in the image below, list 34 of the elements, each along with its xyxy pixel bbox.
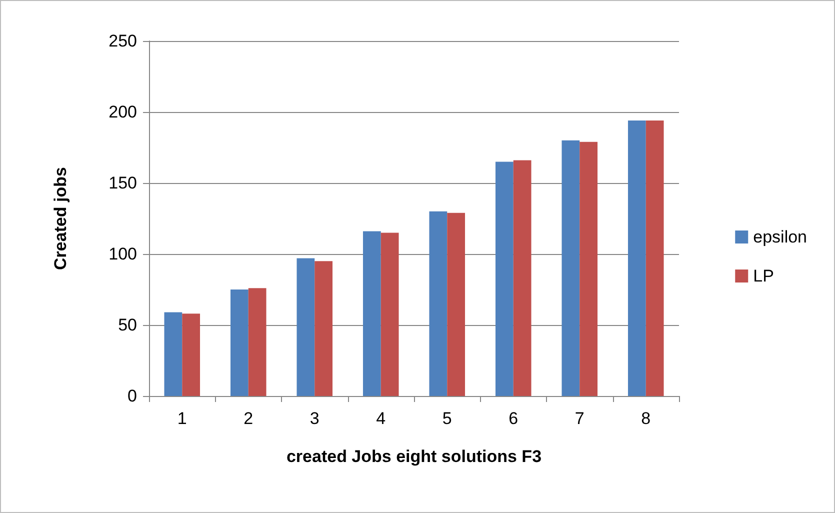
bar: [380, 232, 399, 396]
bar: [314, 261, 333, 396]
legend-label: LP: [753, 266, 774, 286]
x-tick-label: 4: [376, 409, 386, 428]
y-tick-label: 250: [108, 32, 137, 50]
legend-label: epsilon: [753, 228, 808, 246]
bar: [447, 212, 466, 396]
y-tick-label: 200: [108, 102, 137, 122]
x-axis-title: created Jobs eight solutions F3: [286, 447, 542, 466]
bar: [230, 290, 248, 396]
x-tick-label: 5: [442, 409, 452, 428]
x-tick-label: 8: [641, 409, 651, 428]
x-tick-label: 1: [177, 409, 187, 428]
y-tick-label: 100: [108, 244, 137, 264]
y-tick-label: 150: [108, 174, 137, 192]
x-tick-label: 6: [508, 409, 518, 428]
y-tick-label: 50: [118, 316, 137, 334]
bar: [646, 120, 664, 396]
bar: [562, 140, 580, 396]
bar: [429, 211, 448, 396]
bar: [182, 314, 200, 396]
bar: [513, 160, 532, 396]
y-tick-label: 0: [128, 386, 137, 406]
bar: [164, 312, 182, 396]
bar: [628, 120, 646, 396]
x-tick-label: 3: [310, 409, 320, 428]
bar: [362, 231, 381, 396]
bar: [248, 288, 266, 396]
bar: [495, 162, 514, 396]
x-tick-label: 7: [574, 409, 584, 428]
bar: [580, 142, 598, 396]
y-axis-title: Created jobs: [51, 167, 70, 270]
x-tick-label: 2: [244, 409, 254, 428]
bar: [296, 258, 315, 396]
